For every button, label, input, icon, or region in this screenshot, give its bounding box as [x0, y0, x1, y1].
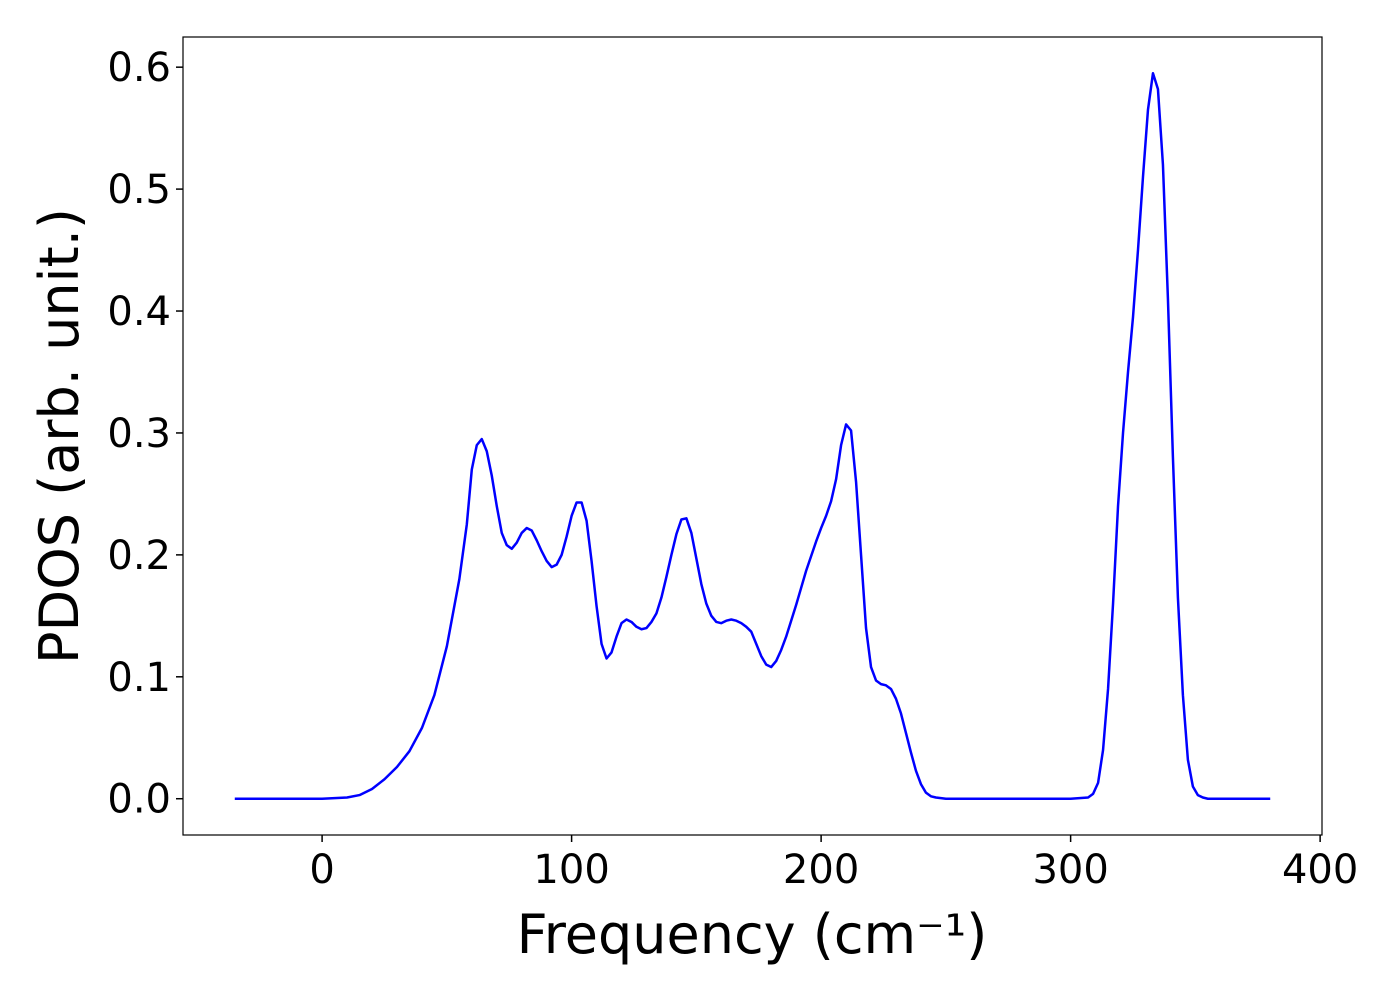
- x-axis-label: Frequency (cm⁻¹): [517, 903, 988, 966]
- x-tick-label: 0: [309, 847, 334, 893]
- x-tick-label: 200: [783, 847, 859, 893]
- plot-frame: [182, 36, 1323, 836]
- y-tick-label: 0.3: [107, 411, 171, 457]
- x-tick-label: 100: [533, 847, 609, 893]
- y-axis-label: PDOS (arb. unit.): [28, 208, 91, 664]
- line: [234, 72, 1271, 800]
- y-tick-label: 0.2: [107, 533, 171, 579]
- y-tick-label: 0.0: [107, 777, 171, 823]
- x-tick-label: 300: [1032, 847, 1108, 893]
- y-tick-label: 0.1: [107, 655, 171, 701]
- x-tick-label: 400: [1282, 847, 1358, 893]
- y-tick-label: 0.5: [107, 167, 171, 213]
- y-tick-label: 0.6: [107, 45, 171, 91]
- y-tick-label: 0.4: [107, 289, 171, 335]
